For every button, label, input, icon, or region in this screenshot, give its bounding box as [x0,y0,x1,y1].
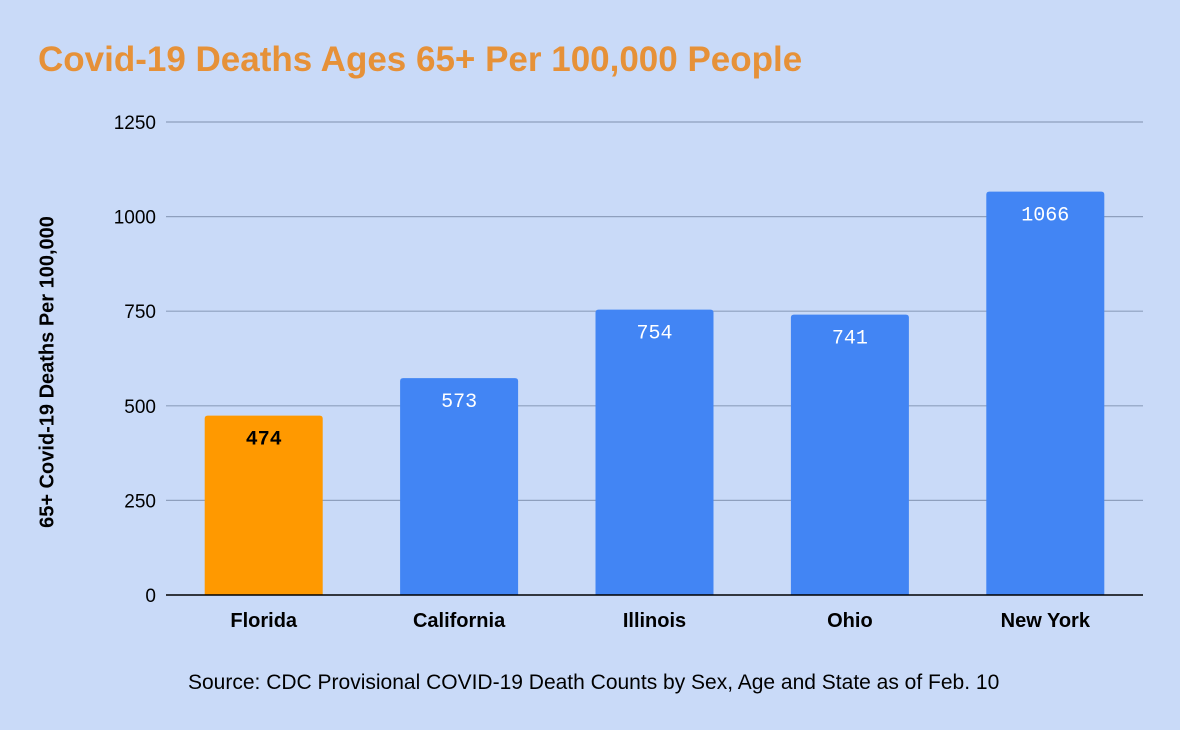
y-tick-label: 500 [124,397,156,418]
bar [986,191,1105,595]
data-label: 1066 [1021,205,1069,228]
y-tick-label: 0 [145,586,156,607]
x-tick-label: New York [1001,610,1091,632]
chart-title: Covid-19 Deaths Ages 65+ Per 100,000 Peo… [38,40,803,79]
y-tick-label: 1000 [114,208,156,229]
data-label: 573 [441,391,477,414]
data-label: 754 [636,323,672,346]
x-tick-label: California [413,610,506,632]
x-tick-label: Illinois [623,610,686,632]
data-label: 741 [832,328,868,351]
y-tick-label: 1250 [114,113,156,134]
y-tick-label: 250 [124,491,156,512]
x-tick-label: Florida [230,610,298,632]
bar [400,378,519,595]
y-tick-label: 750 [124,302,156,323]
bar [204,415,323,595]
data-label: 474 [246,429,282,452]
bar [790,314,909,595]
source-note: Source: CDC Provisional COVID-19 Death C… [188,671,1000,694]
bar [595,309,714,595]
x-tick-label: Ohio [827,610,873,632]
